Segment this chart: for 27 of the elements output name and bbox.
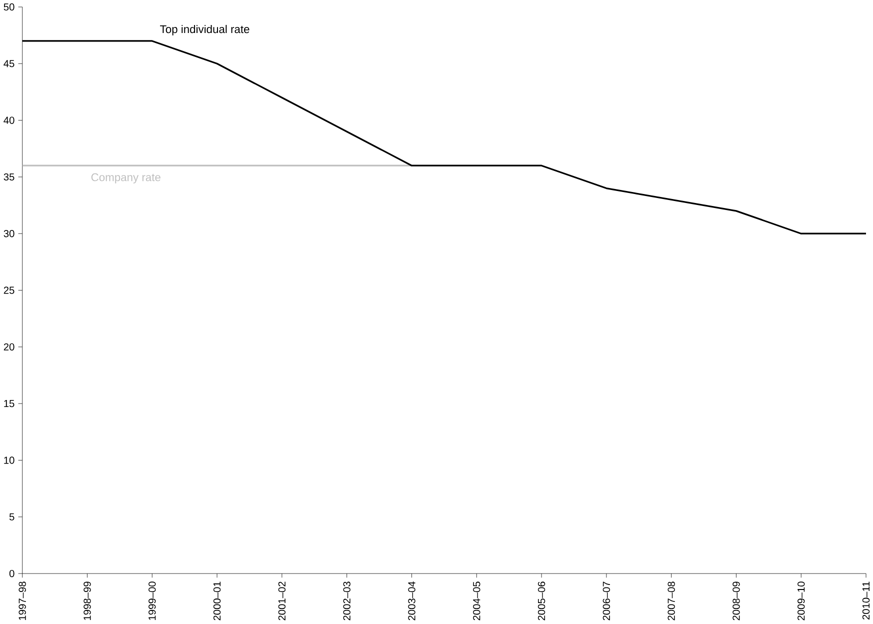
x-tick-label: 2007–08	[668, 582, 675, 620]
y-tick-label: 0	[9, 570, 14, 578]
y-tick-label: 20	[4, 343, 14, 350]
y-tick-label: 15	[4, 400, 14, 408]
x-tick-label: 1998–99	[84, 582, 91, 620]
x-tick-label: 2009–10	[798, 582, 805, 620]
x-tick-label: 2002–03	[343, 582, 350, 620]
x-tick-label: 2001–02	[278, 582, 286, 620]
y-tick-label: 10	[4, 456, 14, 464]
y-tick-label: 35	[4, 173, 14, 180]
x-tick-label: 2006–07	[602, 582, 610, 620]
y-tick-label: 50	[4, 3, 14, 11]
x-tick-label: 2004–05	[473, 582, 480, 620]
x-tick-label: 2003–04	[408, 581, 416, 620]
x-tick-label: 1999–00	[148, 582, 156, 620]
x-tick-label: 1997–98	[18, 582, 26, 620]
y-tick-label: 40	[4, 116, 14, 124]
x-tick-label: 2005–06	[538, 582, 546, 620]
series-label: Top individual rate	[160, 24, 250, 36]
y-tick-label: 5	[9, 513, 14, 520]
x-tick-label: 2010–11	[862, 582, 870, 620]
y-tick-label: 25	[4, 286, 14, 294]
series-label: Company rate	[91, 173, 160, 184]
x-tick-label: 2008–09	[732, 582, 740, 620]
y-tick-label: 30	[4, 230, 14, 238]
y-tick-label: 45	[4, 60, 14, 68]
x-tick-label: 2000–01	[213, 582, 221, 620]
